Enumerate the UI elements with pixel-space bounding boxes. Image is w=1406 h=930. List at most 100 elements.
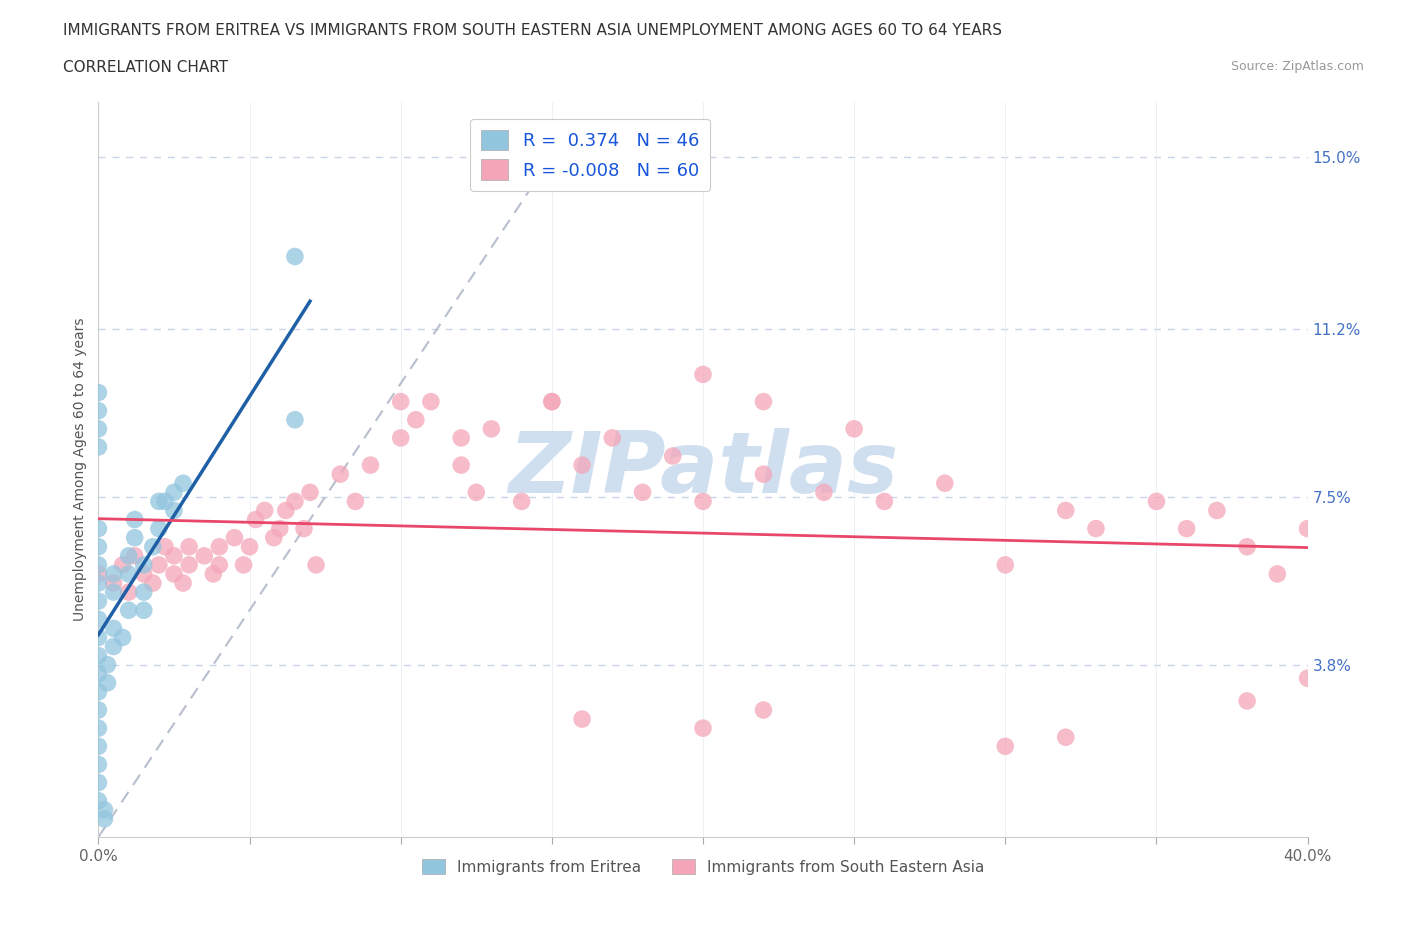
Point [299,485,322,499]
Point [481,421,503,436]
Point [148,557,170,572]
Point [602,431,624,445]
Point [87,793,110,808]
Point [389,394,412,409]
Point [118,566,141,581]
Point [873,494,896,509]
Point [692,367,714,382]
Point [389,431,412,445]
Point [274,503,297,518]
Point [87,721,110,736]
Point [1175,521,1198,536]
Point [111,557,134,572]
Point [132,557,155,572]
Point [96,658,118,672]
Point [844,421,866,436]
Point [179,557,201,572]
Point [87,557,110,572]
Point [752,394,775,409]
Point [292,521,315,536]
Point [994,557,1017,572]
Point [360,458,382,472]
Point [118,603,141,618]
Point [571,458,593,472]
Point [305,557,328,572]
Point [224,530,246,545]
Point [87,684,110,699]
Point [208,539,231,554]
Point [692,494,714,509]
Point [253,503,276,518]
Point [132,603,155,618]
Point [153,494,176,509]
Point [344,494,367,509]
Point [93,803,115,817]
Point [87,421,110,436]
Point [269,521,291,536]
Point [1236,694,1258,709]
Point [263,530,285,545]
Point [142,539,165,554]
Point [571,711,593,726]
Point [87,630,110,644]
Point [87,738,110,753]
Point [148,494,170,509]
Point [148,521,170,536]
Point [87,385,110,400]
Y-axis label: Unemployment Among Ages 60 to 64 years: Unemployment Among Ages 60 to 64 years [73,318,87,621]
Point [103,566,125,581]
Point [163,566,186,581]
Point [284,249,307,264]
Point [934,476,956,491]
Point [239,539,262,554]
Point [245,512,267,527]
Point [163,485,186,499]
Point [93,811,115,826]
Text: Source: ZipAtlas.com: Source: ZipAtlas.com [1230,60,1364,73]
Point [994,738,1017,753]
Point [692,721,714,736]
Point [87,666,110,681]
Point [179,539,201,554]
Point [510,494,533,509]
Point [1296,521,1319,536]
Point [118,585,141,600]
Point [87,440,110,455]
Point [132,566,155,581]
Point [103,621,125,636]
Text: CORRELATION CHART: CORRELATION CHART [63,60,228,75]
Point [329,467,352,482]
Point [142,576,165,591]
Point [124,512,146,527]
Point [163,503,186,518]
Point [208,557,231,572]
Point [450,431,472,445]
Point [465,485,488,499]
Point [103,585,125,600]
Point [405,412,427,427]
Point [163,549,186,564]
Text: IMMIGRANTS FROM ERITREA VS IMMIGRANTS FROM SOUTH EASTERN ASIA UNEMPLOYMENT AMONG: IMMIGRANTS FROM ERITREA VS IMMIGRANTS FR… [63,23,1002,38]
Point [132,585,155,600]
Point [87,648,110,663]
Point [118,549,141,564]
Point [87,521,110,536]
Point [172,576,194,591]
Point [96,675,118,690]
Point [1206,503,1229,518]
Point [284,412,307,427]
Point [1085,521,1108,536]
Point [752,702,775,717]
Legend: Immigrants from Eritrea, Immigrants from South Eastern Asia: Immigrants from Eritrea, Immigrants from… [416,853,990,881]
Text: ZIPatlas: ZIPatlas [508,428,898,512]
Point [1054,503,1077,518]
Point [87,539,110,554]
Point [1144,494,1167,509]
Point [202,566,225,581]
Point [111,630,134,644]
Point [87,702,110,717]
Point [631,485,654,499]
Point [752,467,775,482]
Point [87,404,110,418]
Point [1296,671,1319,685]
